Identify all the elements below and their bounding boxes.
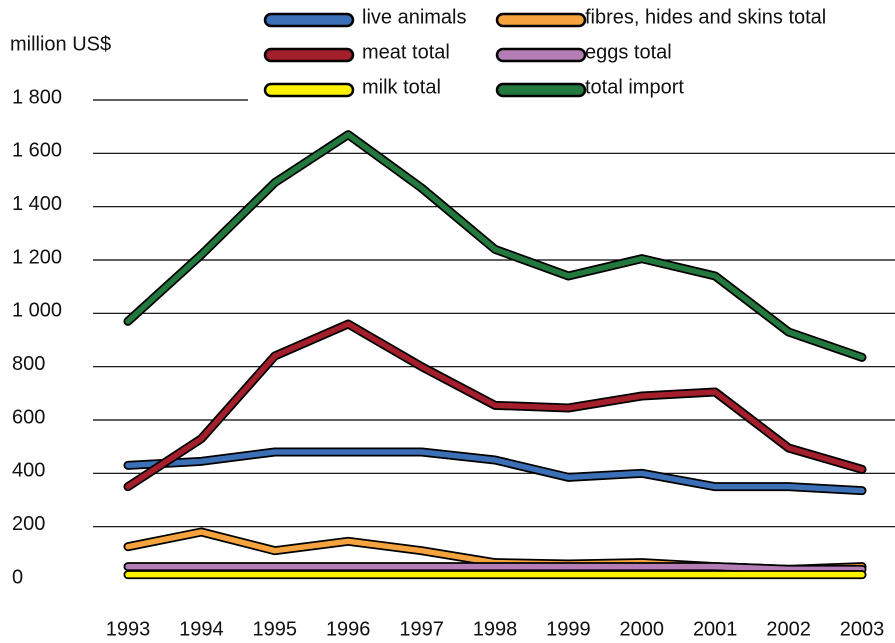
x-tick-label: 1998 xyxy=(473,618,518,640)
legend-label: eggs total xyxy=(585,41,672,63)
x-tick-label: 1996 xyxy=(326,618,371,640)
y-tick-label: 400 xyxy=(12,460,45,482)
legend-swatch xyxy=(495,82,587,98)
y-tick-label: 1 400 xyxy=(12,193,62,215)
y-tick-label: 1 000 xyxy=(12,300,62,322)
legend-label: live animals xyxy=(362,6,466,28)
series-line xyxy=(125,131,865,361)
legend-swatch xyxy=(495,12,587,28)
x-tick-label: 1993 xyxy=(106,618,151,640)
legend-swatch xyxy=(263,82,355,98)
y-tick-label: 0 xyxy=(12,566,23,588)
x-tick-label: 2003 xyxy=(840,618,885,640)
series-line xyxy=(125,449,865,494)
y-tick-label: 600 xyxy=(12,406,45,428)
legend-swatch xyxy=(263,47,355,63)
x-tick-label: 2000 xyxy=(620,618,665,640)
y-tick-label: 1 800 xyxy=(12,86,62,108)
x-tick-label: 2002 xyxy=(766,618,811,640)
legend-label: meat total xyxy=(362,41,450,63)
x-tick-label: 1994 xyxy=(179,618,224,640)
y-tick-label: 200 xyxy=(12,513,45,535)
legend-label: fibres, hides and skins total xyxy=(585,6,826,28)
x-tick-label: 2001 xyxy=(693,618,738,640)
x-tick-label: 1999 xyxy=(546,618,591,640)
legend-label: milk total xyxy=(362,76,441,98)
x-tick-label: 1995 xyxy=(253,618,298,640)
legend-swatch xyxy=(263,12,355,28)
y-tick-label: 1 600 xyxy=(12,140,62,162)
y-tick-label: 800 xyxy=(12,353,45,375)
series-line xyxy=(125,563,865,573)
y-tick-label: 1 200 xyxy=(12,246,62,268)
series-line xyxy=(125,321,865,490)
y-axis-label: million US$ xyxy=(10,33,111,55)
legend-swatch xyxy=(495,47,587,63)
legend-label: total import xyxy=(585,76,684,98)
x-tick-label: 1997 xyxy=(399,618,444,640)
